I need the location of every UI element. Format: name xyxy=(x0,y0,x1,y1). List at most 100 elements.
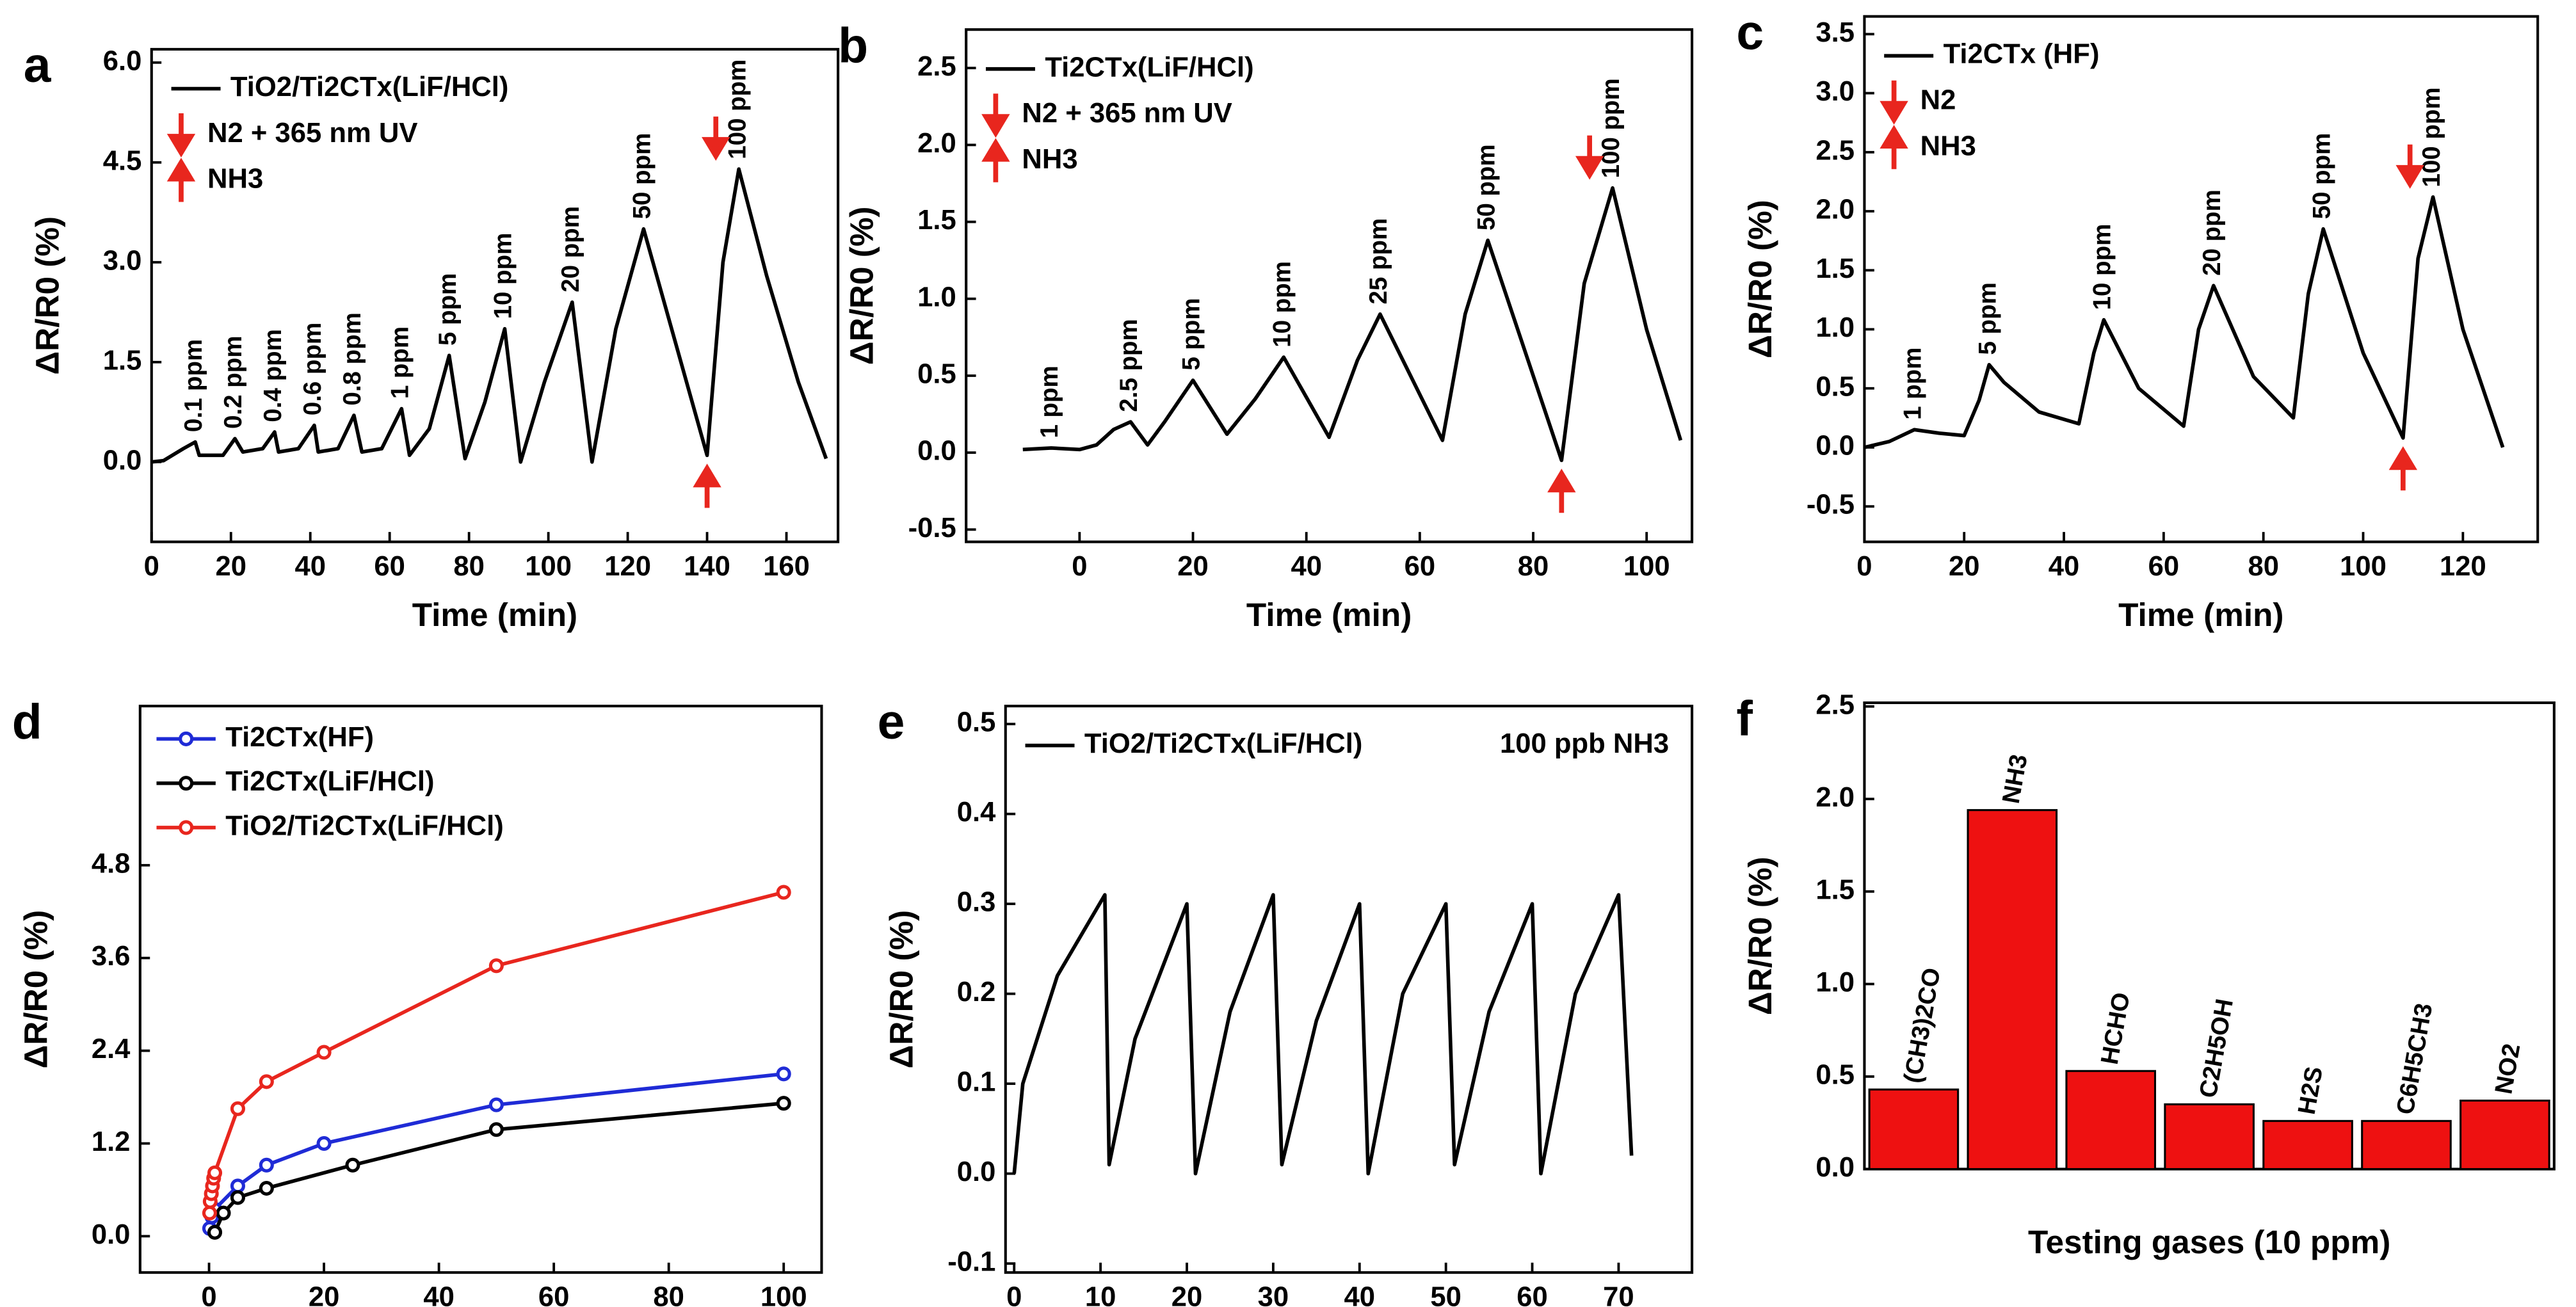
x-tick-label: 70 xyxy=(1603,1282,1634,1307)
arrow-legend-label: N2 + 365 nm UV xyxy=(1022,98,1232,129)
arrow xyxy=(166,157,196,202)
data-point xyxy=(230,1178,245,1194)
y-tick-label: -0.5 xyxy=(908,513,956,543)
data-point xyxy=(316,1045,332,1060)
x-tick-label: 20 xyxy=(1177,551,1209,582)
bar xyxy=(2164,1103,2255,1171)
data-point xyxy=(488,958,504,974)
y-tick-label: 0.3 xyxy=(957,887,996,918)
y-tick-label: 0.5 xyxy=(1815,371,1855,402)
data-point xyxy=(776,1066,791,1082)
plot-frame xyxy=(1863,15,2540,543)
y-tick-label: 2.0 xyxy=(917,128,956,159)
peak-label: 10 ppm xyxy=(490,233,517,319)
x-tick-label: 40 xyxy=(2049,551,2080,582)
y-tick-label: 2.5 xyxy=(1815,135,1855,166)
bar xyxy=(2065,1070,2157,1171)
x-tick-label: 60 xyxy=(374,551,405,582)
plot-frame xyxy=(1004,705,1694,1274)
y-tick-label: -0.1 xyxy=(947,1247,995,1278)
data-point xyxy=(230,1101,245,1116)
y-tick-label: 4.5 xyxy=(103,145,142,176)
x-tick-label: 80 xyxy=(453,551,485,582)
peak-label: 50 ppm xyxy=(629,133,656,220)
arrow xyxy=(1880,125,1908,170)
y-tick-label: 1.5 xyxy=(103,345,142,376)
x-tick-label: 60 xyxy=(1517,1282,1548,1307)
x-tick-label: 0 xyxy=(201,1282,216,1307)
y-tick-label: 0.5 xyxy=(1815,1059,1855,1090)
y-axis-label: ΔR/R0 (%) xyxy=(1742,200,1778,358)
x-tick-label: 60 xyxy=(2148,551,2180,582)
x-tick-label: 120 xyxy=(604,551,651,582)
x-tick-label: 120 xyxy=(2440,551,2486,582)
y-axis-label: ΔR/R0 (%) xyxy=(844,206,880,365)
peak-label: 0.6 ppm xyxy=(299,323,326,415)
x-tick-label: 10 xyxy=(1085,1282,1116,1307)
peak-label: 100 ppm xyxy=(723,60,751,159)
arrow-legend-label: NH3 xyxy=(207,164,263,195)
data-point xyxy=(230,1190,245,1205)
data-point xyxy=(216,1205,231,1221)
panel-letter: b xyxy=(838,18,868,73)
y-tick-label: 2.0 xyxy=(1815,782,1855,813)
y-tick-label: 0.0 xyxy=(917,436,956,467)
x-tick-label: 20 xyxy=(1171,1282,1203,1307)
y-tick-label: 3.6 xyxy=(92,941,131,972)
bar xyxy=(2459,1100,2550,1171)
x-tick-label: 100 xyxy=(761,1282,807,1307)
bar xyxy=(2262,1119,2353,1171)
legend-label: Ti2CTx (HF) xyxy=(1944,39,2100,70)
x-tick-label: 60 xyxy=(1405,551,1436,582)
x-tick-label: 0 xyxy=(1006,1282,1022,1307)
x-tick-label: 80 xyxy=(2248,551,2279,582)
y-tick-label: 2.0 xyxy=(1815,195,1855,225)
x-tick-label: 100 xyxy=(1623,551,1670,582)
y-tick-label: 0.0 xyxy=(1815,430,1855,461)
peak-label: 5 ppm xyxy=(1974,282,2001,355)
y-tick-label: 1.0 xyxy=(1815,967,1855,998)
panel-letter: a xyxy=(24,38,52,93)
x-tick-label: 20 xyxy=(216,551,247,582)
peak-label: 5 ppm xyxy=(434,273,462,346)
peak-label: 20 ppm xyxy=(2198,189,2226,276)
peak-label: 25 ppm xyxy=(1365,218,1392,305)
data-line xyxy=(1864,195,2505,449)
bar xyxy=(2361,1119,2452,1171)
bar xyxy=(1967,809,2058,1171)
data-point xyxy=(316,1135,332,1151)
bar-category-label: C6H5CH3 xyxy=(2392,1001,2438,1116)
legend-label: TiO2/Ti2CTx(LiF/HCl) xyxy=(230,72,509,102)
y-tick-label: 1.0 xyxy=(917,282,956,312)
legend-label: TiO2/Ti2CTx(LiF/HCl) xyxy=(225,810,504,841)
panel-letter: f xyxy=(1736,691,1753,746)
peak-label: 20 ppm xyxy=(557,206,584,293)
x-axis-label: Testing gases (10 ppm) xyxy=(2028,1224,2390,1260)
data-point xyxy=(207,1165,223,1180)
y-tick-label: 1.0 xyxy=(1815,312,1855,343)
x-tick-label: 20 xyxy=(309,1282,340,1307)
x-tick-label: 50 xyxy=(1430,1282,1461,1307)
x-axis-label: Time (min) xyxy=(412,597,577,633)
peak-label: 10 ppm xyxy=(2089,224,2116,310)
x-tick-label: 20 xyxy=(1949,551,1980,582)
x-tick-label: 40 xyxy=(423,1282,455,1307)
y-tick-label: 3.0 xyxy=(1815,76,1855,107)
x-tick-label: 100 xyxy=(525,551,572,582)
x-tick-label: 140 xyxy=(684,551,730,582)
x-axis-label: Time (min) xyxy=(2118,597,2283,633)
peak-label: 1 ppm xyxy=(386,326,414,399)
peak-label: 0.1 ppm xyxy=(180,339,207,432)
bar-category-label: NH3 xyxy=(1997,752,2033,805)
arrow-legend-label: NH3 xyxy=(1920,131,1976,161)
x-tick-label: 40 xyxy=(1344,1282,1376,1307)
data-line xyxy=(1022,186,1683,462)
y-tick-label: 1.5 xyxy=(1815,874,1855,905)
data-point xyxy=(259,1074,274,1089)
peak-label: 5 ppm xyxy=(1178,298,1205,370)
arrow xyxy=(2388,446,2418,491)
data-point xyxy=(259,1157,274,1173)
arrow xyxy=(702,116,730,161)
data-line xyxy=(1012,893,1634,1176)
